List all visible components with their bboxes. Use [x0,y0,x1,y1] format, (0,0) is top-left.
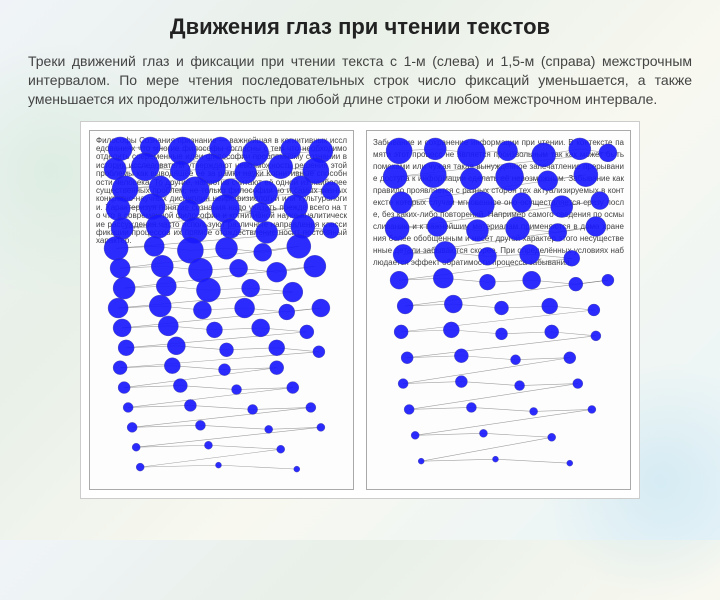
panel-right: Забывание и сохранение информации при чт… [366,130,631,490]
page-title: Движения глаз при чтении текстов [28,14,692,40]
eye-tracking-figure: Философы Сознания признание — важнейшая … [80,121,640,499]
panel-left-svg [90,131,353,489]
panel-right-svg [367,131,630,489]
panel-left: Философы Сознания признание — важнейшая … [89,130,354,490]
description-paragraph: Треки движений глаз и фиксации при чтени… [28,52,692,109]
